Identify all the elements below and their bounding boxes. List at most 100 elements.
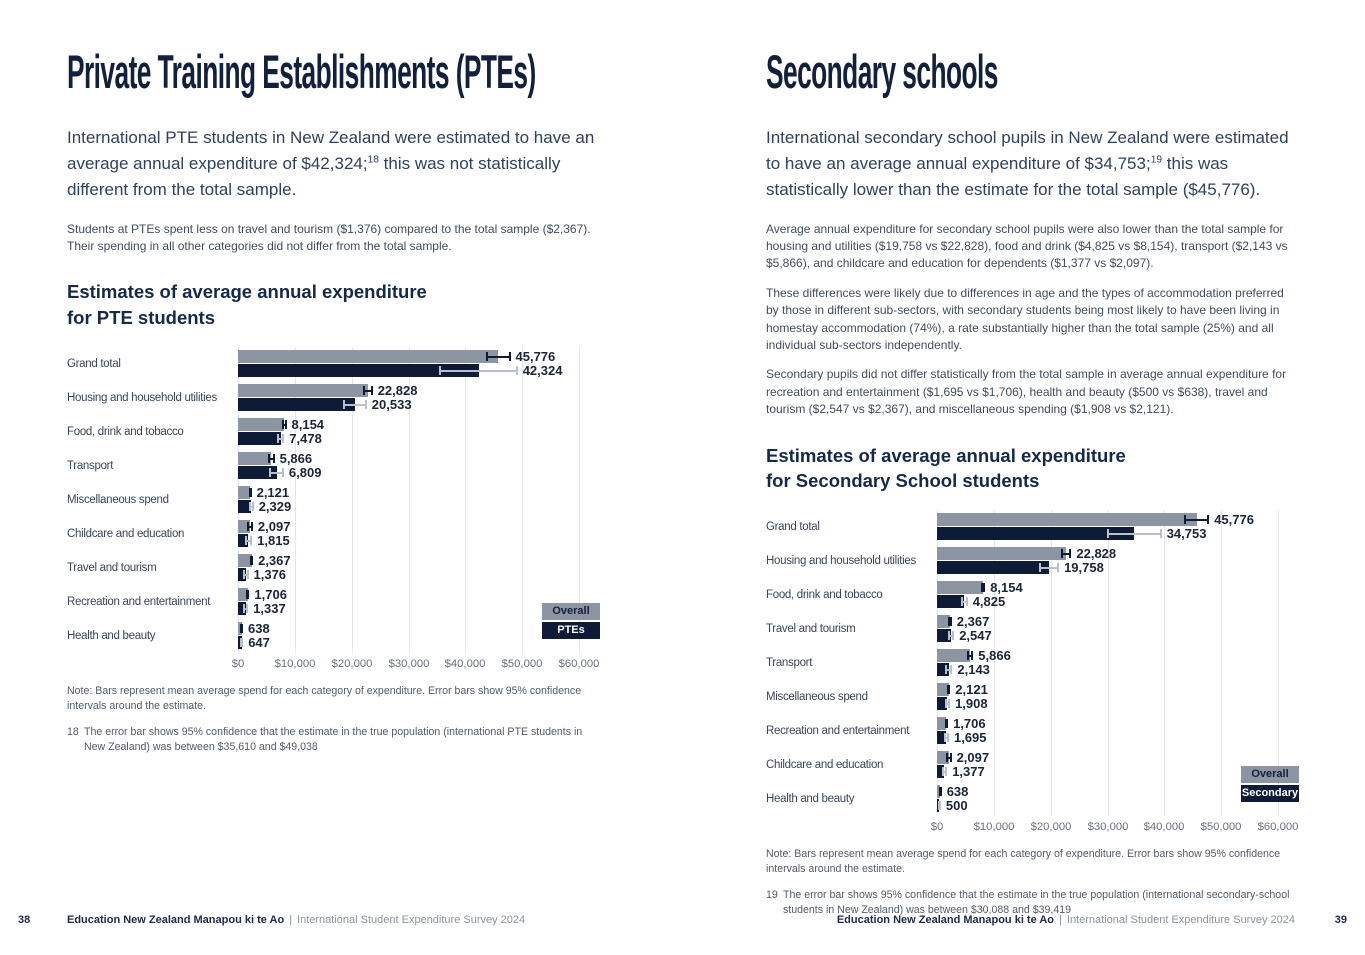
category-label: Travel and tourism [67,561,157,574]
bar-group: 638 647 [238,620,598,650]
error-bar-cap [1057,562,1060,572]
lead-text: International PTE students in New Zealan… [67,127,595,173]
error-bar-cap [268,453,271,463]
chart-heading-line: for Secondary School students [766,470,1040,492]
error-bar-cap [247,589,250,599]
error-bar-cap [342,399,345,409]
error-bar-cap [1159,528,1162,538]
grid-line [994,509,995,816]
error-bar [1107,532,1161,535]
chart-heading-line: Estimates of average annual expenditure [766,444,1126,466]
error-bar-cap [1061,548,1064,558]
bar-overall [238,621,242,635]
value-label: 1,706 [254,586,287,602]
chart-row: Childcare and education 2,097 1,815 [67,517,598,551]
error-bar [277,437,284,440]
body-paragraph: Students at PTEs spent less on travel an… [67,221,591,254]
error-bar [946,756,951,759]
value-label: 638 [248,620,270,636]
bar-secondary [936,594,965,608]
value-label: 2,367 [956,613,990,629]
bar-ptes [238,363,479,377]
value-label: 1,695 [953,729,987,745]
grid-line [1164,509,1165,816]
value-label: 6,809 [288,464,322,480]
error-bar-cap [943,732,946,742]
value-label: 8,154 [291,416,325,432]
chart-row: Travel and tourism 2,367 1,376 [67,551,598,585]
error-bar-cap [948,698,951,708]
bar-secondary [936,696,948,710]
bar-group: 5,866 2,143 [936,648,1296,677]
error-bar-cap [948,684,951,694]
bar-overall [936,580,983,594]
value-label: 1,376 [253,566,287,582]
chart-heading-line: for PTE students [67,307,216,329]
error-bar [343,403,366,406]
value-label: 2,121 [955,681,988,697]
chart-note: Note: Bars represent mean average spend … [766,847,1281,876]
grid-line [1221,509,1222,816]
footer-divider: | [289,914,293,926]
error-bar-cap [244,535,247,545]
category-label: Food, drink and tobacco [766,588,883,601]
category-label: Food, drink and tobacco [67,425,184,438]
page-title: Secondary schools [766,45,998,98]
bar-overall [936,648,970,662]
error-bar-cap [983,582,986,592]
error-bar-cap [952,630,955,640]
error-bar-cap [1106,528,1109,538]
bar-group: 2,121 2,329 [238,485,598,514]
error-bar [945,702,950,705]
bar-group: 45,776 42,324 [238,349,598,378]
value-label: 2,367 [258,552,291,568]
bar-group: 2,367 2,547 [936,613,1296,643]
error-bar-cap [947,684,950,694]
category-label: Grand total [67,357,121,370]
error-bar-cap [939,786,942,796]
chart-heading-line: Estimates of average annual expenditure [67,281,427,303]
chart-row: Travel and tourism 2,367 2,547 [766,612,1296,646]
value-label: 2,547 [959,627,992,643]
bar-ptes [238,465,277,479]
error-bar-cap [960,596,963,606]
x-axis: $0 $10,000 $20,000 $30,000 $40,000 $50,000 $60… [232,658,600,674]
value-label: 500 [945,797,968,813]
footer-brand: Education New Zealand Manapou ki te Ao [67,914,285,926]
footnote-number: 18 [67,725,79,738]
error-bar-cap [276,433,279,443]
page-title: Private Training Establishments (PTEs) [67,45,536,98]
chart-legend: Overall PTEs [542,602,600,641]
bar-overall [936,682,949,696]
category-label: Transport [766,656,813,669]
legend-secondary: Secondary [1241,784,1299,802]
chart-heading: Estimates of average annual expenditure … [67,279,598,331]
value-label: 45,776 [1214,511,1254,527]
error-bar-cap [944,718,947,728]
value-label: 5,866 [279,450,313,466]
error-bar-cap [250,521,253,531]
error-bar-cap [944,698,947,708]
grid-line [465,346,466,653]
bar-ptes [238,601,246,615]
value-label: 19,758 [1064,559,1104,575]
value-label: 22,828 [1076,545,1117,561]
error-bar-cap [980,582,983,592]
bar-secondary [936,560,1049,574]
value-label: 2,143 [957,661,990,677]
bar-overall [238,383,368,397]
bar-ptes [238,431,281,445]
bar-group: 45,776 34,753 [936,511,1296,541]
grid-line [1108,509,1109,816]
category-label: Health and beauty [766,792,855,805]
error-bar [1039,566,1059,569]
page-number: 38 [18,914,31,926]
value-label: 1,706 [953,715,986,731]
grid-line [1278,509,1279,816]
chart-row: Housing and household utilities 22,828 20,… [67,381,598,415]
value-label: 1,337 [253,600,286,616]
grid-line [295,346,296,653]
chart-row: Miscellaneous spend 2,121 2,329 [67,483,598,517]
error-bar-cap [515,365,518,375]
chart-note: Note: Bars represent mean average spend … [67,684,582,712]
